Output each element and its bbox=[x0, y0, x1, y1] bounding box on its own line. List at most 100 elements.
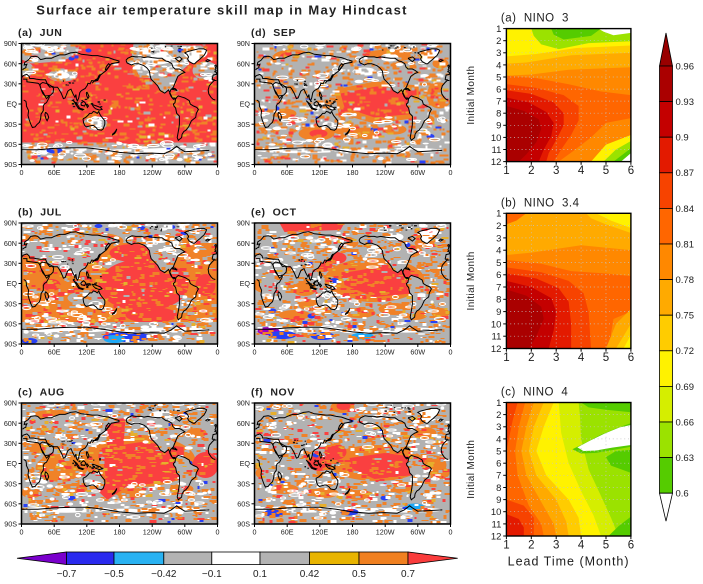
svg-text:60W: 60W bbox=[410, 168, 425, 177]
svg-text:4: 4 bbox=[496, 434, 501, 445]
svg-text:1: 1 bbox=[503, 165, 509, 177]
svg-text:60W: 60W bbox=[177, 168, 192, 177]
svg-text:30S: 30S bbox=[4, 120, 17, 129]
svg-text:0: 0 bbox=[20, 348, 24, 357]
svg-text:30N: 30N bbox=[4, 439, 17, 448]
svg-text:60N: 60N bbox=[4, 59, 17, 68]
svg-text:60E: 60E bbox=[48, 168, 61, 177]
svg-text:12: 12 bbox=[491, 531, 502, 542]
svg-text:60S: 60S bbox=[4, 319, 17, 328]
svg-text:9: 9 bbox=[496, 307, 501, 318]
svg-text:0: 0 bbox=[253, 528, 257, 537]
svg-text:EQ: EQ bbox=[240, 459, 251, 468]
svg-text:4: 4 bbox=[496, 246, 501, 257]
svg-text:0: 0 bbox=[253, 348, 257, 357]
svg-text:120W: 120W bbox=[143, 168, 162, 177]
svg-text:60N: 60N bbox=[237, 239, 250, 248]
svg-text:180: 180 bbox=[347, 528, 359, 537]
svg-text:90N: 90N bbox=[237, 219, 250, 228]
svg-text:8: 8 bbox=[496, 295, 501, 306]
svg-text:90N: 90N bbox=[237, 39, 250, 48]
svg-text:3: 3 bbox=[553, 352, 559, 364]
svg-text:0.1: 0.1 bbox=[253, 569, 267, 579]
svg-text:5: 5 bbox=[603, 165, 609, 177]
svg-text:90S: 90S bbox=[237, 340, 250, 349]
svg-text:EQ: EQ bbox=[7, 100, 18, 109]
svg-text:120E: 120E bbox=[78, 528, 95, 537]
svg-text:0.69: 0.69 bbox=[676, 382, 695, 393]
svg-text:1: 1 bbox=[503, 352, 509, 364]
svg-text:60N: 60N bbox=[4, 419, 17, 428]
svg-text:30S: 30S bbox=[237, 479, 250, 488]
svg-text:12: 12 bbox=[491, 344, 502, 355]
svg-text:60S: 60S bbox=[4, 499, 17, 508]
svg-text:−0.7: −0.7 bbox=[57, 569, 77, 579]
svg-text:(a) NINO 3: (a) NINO 3 bbox=[501, 13, 569, 25]
svg-text:0.42: 0.42 bbox=[300, 569, 320, 579]
svg-text:4: 4 bbox=[578, 165, 585, 177]
svg-text:30S: 30S bbox=[4, 299, 17, 308]
svg-text:Surface air temperature skill: Surface air temperature skill map in May… bbox=[36, 3, 407, 18]
svg-text:4: 4 bbox=[496, 60, 501, 71]
svg-text:180: 180 bbox=[347, 348, 359, 357]
svg-text:10: 10 bbox=[491, 133, 502, 144]
svg-text:30N: 30N bbox=[237, 79, 250, 88]
svg-text:120E: 120E bbox=[311, 168, 328, 177]
svg-text:30S: 30S bbox=[237, 299, 250, 308]
svg-text:90S: 90S bbox=[237, 160, 250, 169]
svg-text:60N: 60N bbox=[237, 59, 250, 68]
svg-text:60N: 60N bbox=[237, 419, 250, 428]
svg-text:0: 0 bbox=[449, 168, 453, 177]
svg-text:60W: 60W bbox=[177, 528, 192, 537]
svg-text:90S: 90S bbox=[4, 520, 17, 529]
svg-text:90S: 90S bbox=[4, 160, 17, 169]
svg-text:120W: 120W bbox=[376, 348, 395, 357]
svg-text:3: 3 bbox=[496, 233, 501, 244]
svg-text:60W: 60W bbox=[177, 348, 192, 357]
svg-text:0.87: 0.87 bbox=[676, 168, 695, 179]
svg-text:12: 12 bbox=[491, 157, 502, 168]
svg-text:30N: 30N bbox=[4, 259, 17, 268]
svg-text:3: 3 bbox=[553, 540, 559, 552]
svg-text:11: 11 bbox=[492, 145, 502, 156]
svg-text:30S: 30S bbox=[4, 479, 17, 488]
svg-text:60S: 60S bbox=[237, 319, 250, 328]
svg-text:120E: 120E bbox=[78, 348, 95, 357]
svg-text:2: 2 bbox=[528, 165, 534, 177]
svg-text:2: 2 bbox=[496, 36, 501, 47]
svg-text:60E: 60E bbox=[281, 348, 294, 357]
svg-text:EQ: EQ bbox=[7, 279, 18, 288]
svg-text:60N: 60N bbox=[4, 239, 17, 248]
svg-text:5: 5 bbox=[496, 258, 501, 269]
svg-text:EQ: EQ bbox=[7, 459, 18, 468]
svg-text:60W: 60W bbox=[410, 348, 425, 357]
svg-text:0: 0 bbox=[253, 168, 257, 177]
svg-text:1: 1 bbox=[503, 540, 509, 552]
svg-text:0.84: 0.84 bbox=[676, 204, 695, 215]
svg-text:90S: 90S bbox=[4, 340, 17, 349]
svg-text:10: 10 bbox=[491, 507, 502, 518]
svg-text:Initial Month: Initial Month bbox=[466, 251, 477, 310]
svg-text:0: 0 bbox=[449, 348, 453, 357]
svg-text:3: 3 bbox=[496, 422, 501, 433]
svg-text:3: 3 bbox=[496, 48, 501, 59]
svg-text:−0.5: −0.5 bbox=[104, 569, 124, 579]
svg-text:Lead Time (Month): Lead Time (Month) bbox=[508, 555, 630, 569]
svg-text:2: 2 bbox=[528, 540, 534, 552]
svg-text:0.63: 0.63 bbox=[676, 453, 695, 464]
svg-text:0: 0 bbox=[20, 528, 24, 537]
svg-text:120W: 120W bbox=[376, 528, 395, 537]
svg-text:11: 11 bbox=[492, 519, 502, 530]
svg-text:0: 0 bbox=[20, 168, 24, 177]
svg-text:6: 6 bbox=[496, 459, 501, 470]
svg-text:5: 5 bbox=[496, 72, 501, 83]
svg-text:(d) SEP: (d) SEP bbox=[251, 27, 296, 39]
svg-text:60S: 60S bbox=[4, 140, 17, 149]
svg-text:0: 0 bbox=[449, 528, 453, 537]
svg-text:90N: 90N bbox=[237, 399, 250, 408]
svg-text:120E: 120E bbox=[311, 348, 328, 357]
svg-text:0: 0 bbox=[216, 348, 220, 357]
svg-text:0.6: 0.6 bbox=[676, 489, 689, 500]
svg-text:5: 5 bbox=[603, 540, 609, 552]
svg-text:5: 5 bbox=[496, 446, 501, 457]
